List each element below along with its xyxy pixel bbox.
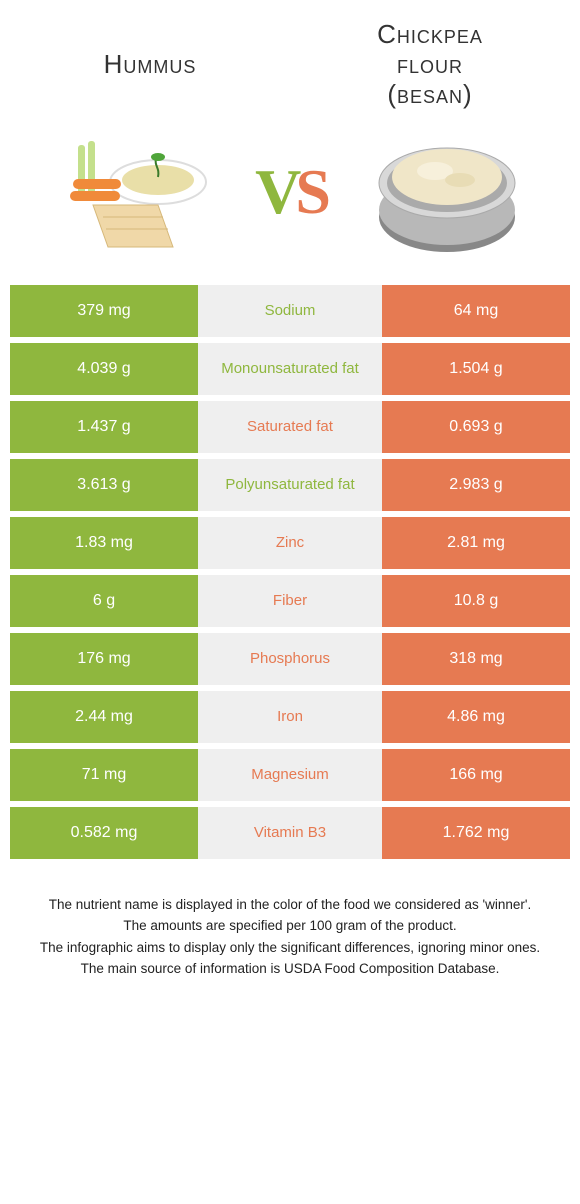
left-value: 71 mg: [10, 749, 198, 801]
left-value: 3.613 g: [10, 459, 198, 511]
left-food-title: Hummus: [10, 49, 290, 80]
nutrient-label: Saturated fat: [198, 401, 382, 453]
nutrient-label: Fiber: [198, 575, 382, 627]
table-row: 6 gFiber10.8 g: [10, 575, 570, 627]
nutrient-label: Polyunsaturated fat: [198, 459, 382, 511]
table-row: 0.582 mgVitamin B31.762 mg: [10, 807, 570, 859]
right-value: 2.983 g: [382, 459, 570, 511]
left-value: 2.44 mg: [10, 691, 198, 743]
left-value: 1.83 mg: [10, 517, 198, 569]
table-row: 1.437 gSaturated fat0.693 g: [10, 401, 570, 453]
header-row: Hummus Chickpea flour (besan): [0, 0, 580, 120]
table-row: 1.83 mgZinc2.81 mg: [10, 517, 570, 569]
footnote-line: The nutrient name is displayed in the co…: [20, 895, 560, 915]
right-value: 1.504 g: [382, 343, 570, 395]
right-value: 10.8 g: [382, 575, 570, 627]
hummus-image: [20, 127, 245, 257]
footnote-line: The main source of information is USDA F…: [20, 959, 560, 979]
left-value: 176 mg: [10, 633, 198, 685]
left-value: 1.437 g: [10, 401, 198, 453]
table-row: 176 mgPhosphorus318 mg: [10, 633, 570, 685]
nutrient-label: Zinc: [198, 517, 382, 569]
right-value: 318 mg: [382, 633, 570, 685]
nutrient-label: Phosphorus: [198, 633, 382, 685]
right-value: 2.81 mg: [382, 517, 570, 569]
left-value: 0.582 mg: [10, 807, 198, 859]
right-value: 0.693 g: [382, 401, 570, 453]
left-value: 379 mg: [10, 285, 198, 337]
footnote-line: The infographic aims to display only the…: [20, 938, 560, 958]
footnotes: The nutrient name is displayed in the co…: [0, 865, 580, 1011]
nutrient-label: Vitamin B3: [198, 807, 382, 859]
right-value: 64 mg: [382, 285, 570, 337]
nutrient-label: Sodium: [198, 285, 382, 337]
left-value: 4.039 g: [10, 343, 198, 395]
table-row: 2.44 mgIron4.86 mg: [10, 691, 570, 743]
hummus-icon: [48, 127, 218, 257]
besan-icon: [370, 125, 525, 260]
table-row: 71 mgMagnesium166 mg: [10, 749, 570, 801]
comparison-table: 379 mgSodium64 mg 4.039 gMonounsaturated …: [10, 285, 570, 859]
besan-image: [335, 125, 560, 260]
left-value: 6 g: [10, 575, 198, 627]
vs-s-letter: S: [295, 156, 325, 227]
nutrient-label: Iron: [198, 691, 382, 743]
right-value: 1.762 mg: [382, 807, 570, 859]
table-row: 4.039 gMonounsaturated fat1.504 g: [10, 343, 570, 395]
nutrient-label: Magnesium: [198, 749, 382, 801]
right-food-title: Chickpea flour (besan): [290, 20, 570, 110]
right-value: 166 mg: [382, 749, 570, 801]
footnote-line: The amounts are specified per 100 gram o…: [20, 916, 560, 936]
nutrient-label: Monounsaturated fat: [198, 343, 382, 395]
vs-v-letter: V: [255, 156, 295, 227]
right-value: 4.86 mg: [382, 691, 570, 743]
vs-badge: VS: [245, 155, 335, 229]
images-row: VS: [0, 120, 580, 285]
table-row: 3.613 gPolyunsaturated fat2.983 g: [10, 459, 570, 511]
table-row: 379 mgSodium64 mg: [10, 285, 570, 337]
